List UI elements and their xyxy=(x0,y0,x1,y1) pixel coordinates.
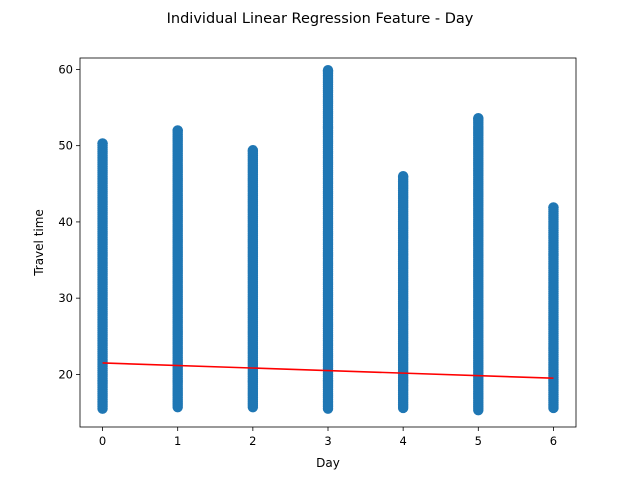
x-tick-label: 1 xyxy=(174,434,181,448)
scatter-point xyxy=(473,113,484,124)
scatter-point xyxy=(322,65,334,76)
scatter-point xyxy=(397,170,409,182)
x-tick-label: 6 xyxy=(550,434,557,448)
x-tick-label: 3 xyxy=(324,434,331,448)
scatter-series xyxy=(97,65,559,416)
scatter-column-day-0 xyxy=(97,138,108,414)
y-tick-label: 50 xyxy=(58,139,73,153)
y-axis-ticks: 20 30 40 50 60 xyxy=(58,62,80,381)
regression-line-layer xyxy=(102,362,554,380)
scatter-column-day-2 xyxy=(247,145,259,413)
x-tick-label: 5 xyxy=(475,434,482,448)
scatter-point xyxy=(247,145,259,156)
regression-line xyxy=(102,362,554,380)
scatter-point xyxy=(172,125,183,136)
y-tick-label: 60 xyxy=(58,62,73,76)
x-tick-label: 0 xyxy=(99,434,106,448)
scatter-column-day-6 xyxy=(548,202,559,414)
y-tick-label: 40 xyxy=(58,215,73,229)
scatter-column-day-1 xyxy=(172,125,183,413)
scatter-column-day-5 xyxy=(473,113,484,416)
scatter-point xyxy=(548,202,559,213)
x-axis-label: Day xyxy=(316,456,340,470)
scatter-column-day-4 xyxy=(397,170,409,414)
y-tick-label: 30 xyxy=(58,291,73,305)
chart-title: Individual Linear Regression Feature - D… xyxy=(167,11,474,27)
y-tick-label: 20 xyxy=(58,367,73,381)
x-axis-ticks: 0 1 2 3 4 5 6 xyxy=(99,427,557,448)
x-tick-label: 4 xyxy=(399,434,406,448)
scatter-point xyxy=(97,138,108,149)
y-axis-label: Travel time xyxy=(32,209,46,277)
x-tick-label: 2 xyxy=(249,434,256,448)
scatter-column-day-3 xyxy=(322,65,334,414)
